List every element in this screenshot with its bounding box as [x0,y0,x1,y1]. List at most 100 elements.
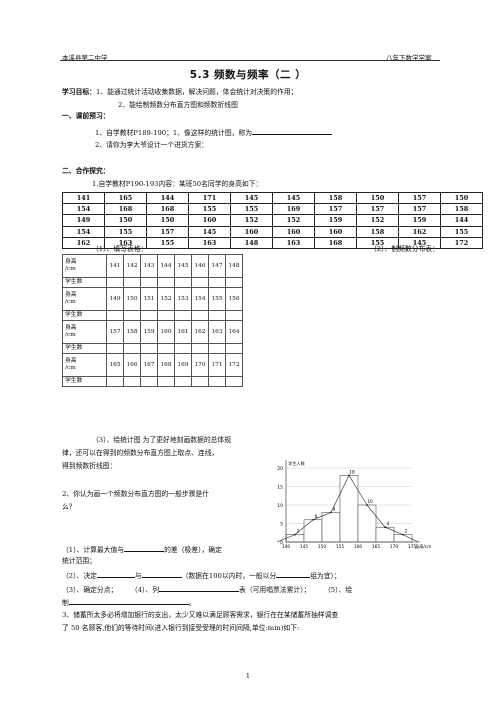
q4-line2: 么？ [62,503,76,511]
height-cell: 168 [314,236,357,249]
height-label: 身高/cm [62,287,107,311]
height-cell: 163 [272,236,315,249]
blank-min[interactable] [124,544,165,552]
preview-heading: 一、课前预习： [62,112,110,120]
q3-line1: （3）、绘统计图 为了更好地刻画数据的总体规 [92,436,232,444]
height-value-cell: 151 [140,287,158,311]
height-cell: 145 [272,191,315,205]
count-input-cell[interactable] [157,343,175,354]
histogram-bar [285,534,305,543]
data-label: 2 [297,529,300,534]
step1-cont: 统计范围； [62,557,96,565]
height-value-cell: 144 [157,254,175,278]
count-input-cell[interactable] [106,343,124,354]
x-tick-label: 160 [354,544,362,550]
height-value-cell: 149 [106,287,124,311]
data-label: 10 [367,499,373,504]
count-input-cell[interactable] [208,277,226,288]
q3-line2: 律，还可以在得到的频数分布直方图上取点、连线， [62,449,219,457]
height-value-cell: 158 [123,320,141,344]
count-input-cell[interactable] [174,310,192,321]
data-label: 4 [387,521,390,526]
histogram-bar [321,512,341,543]
x-tick-label: 165 [372,544,380,550]
goals-label: 学习目标： [62,88,96,96]
blank-table[interactable] [159,584,240,592]
height-value-cell: 145 [174,254,192,278]
height-cell: 150 [104,214,147,227]
count-input-cell[interactable] [208,310,226,321]
count-input-cell[interactable] [106,376,124,387]
x-tick-label: 155 [336,544,344,550]
count-input-cell[interactable] [123,277,141,288]
height-cell: 148 [230,236,273,249]
height-cell: 165 [104,191,147,205]
table-row: 身高/cm 165 166 167 168 169 170 171 172 [62,353,243,377]
height-value-cell: 162 [191,320,209,344]
count-input-cell[interactable] [191,376,209,387]
height-value-cell: 164 [225,320,243,344]
count-input-cell[interactable] [123,376,141,387]
count-input-cell[interactable] [157,310,175,321]
blank-group-number[interactable] [276,570,311,578]
height-value-cell: 171 [208,353,226,377]
count-label: 学生数 [62,310,107,321]
height-label: 身高/cm [62,254,107,278]
histogram-bar [393,534,413,543]
blank-group-count[interactable] [141,570,182,578]
y-tick-label: 0 [280,540,283,546]
x-axis-label: 身高/cm [415,543,431,550]
table-row: 154 168 168 155 155 169 157 157 157 158 [62,203,483,216]
count-input-cell[interactable] [191,277,209,288]
count-input-cell[interactable] [225,277,243,288]
explore-intro: 1.自学教材P190-193内容：某班50名同学的身高如下： [92,180,263,188]
height-value-cell: 154 [191,287,209,311]
count-input-cell[interactable] [191,343,209,354]
answer-blank[interactable] [252,127,333,135]
height-value-cell: 168 [157,353,175,377]
count-input-cell[interactable] [106,277,124,288]
count-input-cell[interactable] [123,310,141,321]
height-cell: 158 [356,225,399,238]
count-input-cell[interactable] [157,376,175,387]
q4-line1: 2、你认为画一个频数分布直方图的一般步骤是什 [62,490,210,498]
blank-draw[interactable] [68,597,189,605]
count-input-cell[interactable] [106,310,124,321]
height-cell: 160 [314,225,357,238]
count-input-cell[interactable] [140,376,158,387]
data-label: 2 [405,529,408,534]
count-input-cell[interactable] [174,343,192,354]
height-cell: 163 [188,236,231,249]
height-cell: 145 [398,236,441,249]
height-cell: 145 [230,191,273,205]
height-value-cell: 143 [140,254,158,278]
count-input-cell[interactable] [225,310,243,321]
count-input-cell[interactable] [140,277,158,288]
histogram-bar [375,526,395,543]
count-input-cell[interactable] [208,376,226,387]
count-input-cell[interactable] [140,343,158,354]
count-label: 学生数 [62,343,107,354]
y-tick-label: 20 [277,466,283,472]
height-value-cell: 142 [123,254,141,278]
count-input-cell[interactable] [225,376,243,387]
count-input-cell[interactable] [140,310,158,321]
count-input-cell[interactable] [157,277,175,288]
height-cell: 157 [356,203,399,216]
height-cell: 162 [398,225,441,238]
count-input-cell[interactable] [123,343,141,354]
height-value-cell: 156 [225,287,243,311]
height-cell: 145 [188,225,231,238]
count-input-cell[interactable] [174,277,192,288]
count-input-cell[interactable] [208,343,226,354]
q5-line1: 3、储蓄所太多必将增加银行的支出，太少又难以满足顾客需求，银行在在某储蓄所抽样调… [62,611,339,619]
blank-group-width[interactable] [96,570,135,578]
count-input-cell[interactable] [174,376,192,387]
x-tick-label: 145 [300,544,308,550]
height-cell: 160 [188,214,231,227]
height-cell: 159 [314,214,357,227]
q1-label: （1）、填写表格： [92,245,148,253]
count-input-cell[interactable] [191,310,209,321]
count-input-cell[interactable] [225,343,243,354]
height-value-cell: 146 [191,254,209,278]
